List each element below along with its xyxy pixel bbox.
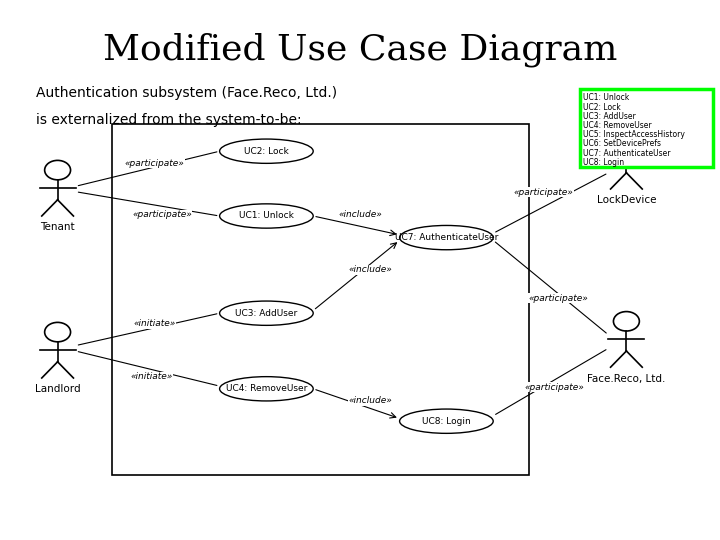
Text: «include»: «include» bbox=[349, 266, 392, 274]
Text: Authentication subsystem (Face.Reco, Ltd.): Authentication subsystem (Face.Reco, Ltd… bbox=[36, 86, 337, 100]
Text: Face.Reco, Ltd.: Face.Reco, Ltd. bbox=[588, 374, 665, 384]
Text: «include»: «include» bbox=[338, 210, 382, 219]
Text: UC6: SetDevicePrefs: UC6: SetDevicePrefs bbox=[583, 139, 661, 148]
Text: Landlord: Landlord bbox=[35, 384, 81, 395]
Text: «participate»: «participate» bbox=[528, 294, 588, 303]
Text: UC3: AddUser: UC3: AddUser bbox=[583, 112, 636, 121]
Text: «participate»: «participate» bbox=[525, 383, 584, 392]
Text: UC7: AuthenticateUser: UC7: AuthenticateUser bbox=[583, 148, 671, 158]
Text: Tenant: Tenant bbox=[40, 222, 75, 233]
Text: «participate»: «participate» bbox=[132, 210, 192, 219]
Text: UC5: InspectAccessHistory: UC5: InspectAccessHistory bbox=[583, 130, 685, 139]
Text: «initiate»: «initiate» bbox=[134, 320, 176, 328]
Text: «initiate»: «initiate» bbox=[130, 372, 172, 381]
Text: UC4: RemoveUser: UC4: RemoveUser bbox=[583, 121, 652, 130]
FancyBboxPatch shape bbox=[580, 89, 713, 167]
Text: Modified Use Case Diagram: Modified Use Case Diagram bbox=[103, 32, 617, 67]
Text: «participate»: «participate» bbox=[125, 159, 184, 168]
Text: «participate»: «participate» bbox=[514, 188, 573, 197]
Text: UC7: AuthenticateUser: UC7: AuthenticateUser bbox=[395, 233, 498, 242]
Text: UC2: Lock: UC2: Lock bbox=[244, 147, 289, 156]
Text: UC1: Unlock: UC1: Unlock bbox=[239, 212, 294, 220]
FancyBboxPatch shape bbox=[112, 124, 529, 475]
Text: UC1: Unlock: UC1: Unlock bbox=[583, 93, 629, 103]
Text: UC4: RemoveUser: UC4: RemoveUser bbox=[225, 384, 307, 393]
Text: UC3: AddUser: UC3: AddUser bbox=[235, 309, 297, 318]
Text: UC8: Login: UC8: Login bbox=[422, 417, 471, 426]
Text: UC8: Login: UC8: Login bbox=[583, 158, 624, 167]
Text: LockDevice: LockDevice bbox=[597, 195, 656, 206]
Text: is externalized from the system-to-be:: is externalized from the system-to-be: bbox=[36, 113, 302, 127]
Text: «include»: «include» bbox=[349, 396, 392, 406]
Text: UC2: Lock: UC2: Lock bbox=[583, 103, 621, 112]
